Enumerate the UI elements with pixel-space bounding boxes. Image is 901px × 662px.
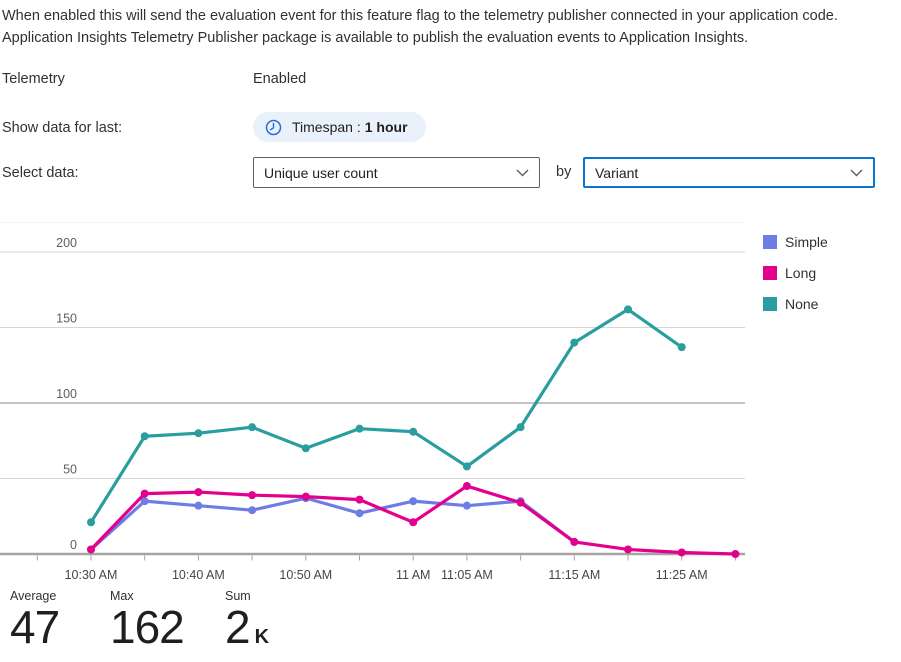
x-axis-tick-label: 11 AM bbox=[396, 568, 431, 582]
series-point-none bbox=[355, 424, 364, 433]
series-point-simple bbox=[409, 497, 418, 506]
series-point-none bbox=[248, 423, 257, 432]
timespan-filter-pill[interactable]: Timespan :1 hour bbox=[253, 112, 426, 142]
y-axis-tick-label: 150 bbox=[56, 312, 77, 326]
series-point-long bbox=[570, 537, 579, 546]
x-axis-tick-label: 11:05 AM bbox=[441, 568, 493, 582]
series-line-none bbox=[89, 307, 684, 524]
series-point-long bbox=[516, 498, 525, 507]
x-axis-tick-label: 10:40 AM bbox=[172, 568, 225, 582]
dimension-dropdown[interactable]: Variant bbox=[583, 157, 875, 188]
stat-suffix: K bbox=[254, 626, 270, 648]
series-point-simple bbox=[140, 497, 149, 506]
series-point-none bbox=[409, 427, 418, 436]
legend-label: Simple bbox=[785, 234, 828, 250]
series-point-none bbox=[570, 338, 579, 347]
chevron-down-icon bbox=[850, 169, 863, 176]
series-point-none bbox=[624, 305, 632, 314]
series-point-none bbox=[301, 444, 310, 453]
series-point-long bbox=[677, 548, 686, 557]
series-point-none bbox=[462, 462, 471, 471]
dimension-dropdown-value: Variant bbox=[595, 164, 639, 181]
y-axis-tick-label: 0 bbox=[70, 538, 77, 552]
stat-label: Sum bbox=[225, 589, 251, 603]
stat-number: 47 bbox=[10, 601, 60, 653]
series-point-long bbox=[194, 488, 203, 497]
stat-max: Max 162 bbox=[110, 589, 185, 653]
legend-item-long[interactable]: Long bbox=[763, 265, 828, 281]
legend-label: Long bbox=[785, 265, 817, 281]
legend-item-none[interactable]: None bbox=[763, 296, 828, 312]
metric-dropdown[interactable]: Unique user count bbox=[253, 157, 540, 188]
telemetry-label: Telemetry bbox=[2, 71, 65, 87]
series-point-long bbox=[731, 550, 740, 558]
stat-number: 2 bbox=[225, 601, 251, 653]
series-point-simple bbox=[248, 506, 257, 515]
y-axis-tick-label: 200 bbox=[56, 236, 77, 250]
x-axis-tick-label: 10:30 AM bbox=[65, 568, 118, 582]
chevron-down-icon bbox=[516, 169, 529, 176]
series-point-long bbox=[462, 482, 471, 491]
series-line-simple bbox=[89, 496, 576, 552]
chart-summary-stats: Average 47 Max 162 Sum 2 K bbox=[0, 589, 320, 659]
legend-label: None bbox=[785, 296, 819, 312]
series-point-simple bbox=[355, 509, 364, 518]
series-point-none bbox=[140, 432, 149, 441]
telemetry-description: When enabled this will send the evaluati… bbox=[2, 8, 838, 46]
clock-icon bbox=[265, 119, 282, 135]
series-point-simple bbox=[462, 501, 471, 510]
x-axis-tick-label: 10:50 AM bbox=[279, 568, 332, 582]
series-point-simple bbox=[194, 501, 203, 510]
chart-legend: Simple Long None bbox=[763, 234, 828, 312]
telemetry-line-chart[interactable]: 0 50 100 150 200 10:30 AM 10:40 AM 10:50 AM 11 A… bbox=[0, 222, 760, 590]
show-data-label: Show data for last: bbox=[2, 120, 123, 136]
stat-value: 162 bbox=[110, 601, 185, 653]
legend-item-simple[interactable]: Simple bbox=[763, 234, 828, 250]
x-axis-tick-label: 11:15 AM bbox=[548, 568, 600, 582]
x-axis-tick-label: 11:25 AM bbox=[656, 568, 708, 582]
series-point-long bbox=[624, 545, 632, 554]
by-label: by bbox=[556, 164, 572, 180]
metric-dropdown-value: Unique user count bbox=[264, 164, 378, 181]
legend-swatch bbox=[763, 266, 777, 280]
timespan-pill-text: Timespan :1 hour bbox=[292, 119, 408, 135]
series-point-long bbox=[301, 492, 310, 501]
timespan-value: 1 hour bbox=[364, 119, 408, 135]
series-point-long bbox=[409, 518, 418, 527]
series-point-none bbox=[87, 518, 95, 527]
y-axis-tick-label: 100 bbox=[56, 387, 77, 401]
stat-label: Max bbox=[110, 589, 134, 603]
stat-sum: Sum 2 K bbox=[225, 589, 269, 651]
series-point-long bbox=[140, 489, 149, 498]
series-point-none bbox=[677, 343, 686, 352]
series-point-long bbox=[87, 545, 95, 554]
timespan-prefix: Timespan : bbox=[292, 119, 361, 135]
series-point-none bbox=[516, 423, 525, 432]
legend-swatch bbox=[763, 235, 777, 249]
series-point-none bbox=[194, 429, 203, 438]
y-axis-tick-label: 50 bbox=[63, 463, 77, 477]
stat-label: Average bbox=[10, 589, 57, 603]
legend-swatch bbox=[763, 297, 777, 311]
stat-value: 47 bbox=[10, 601, 60, 653]
series-point-long bbox=[355, 495, 364, 504]
telemetry-value: Enabled bbox=[253, 71, 307, 87]
stat-number: 162 bbox=[110, 601, 185, 653]
stat-average: Average 47 bbox=[10, 589, 60, 653]
series-point-long bbox=[248, 491, 257, 500]
select-data-label: Select data: bbox=[2, 165, 79, 181]
